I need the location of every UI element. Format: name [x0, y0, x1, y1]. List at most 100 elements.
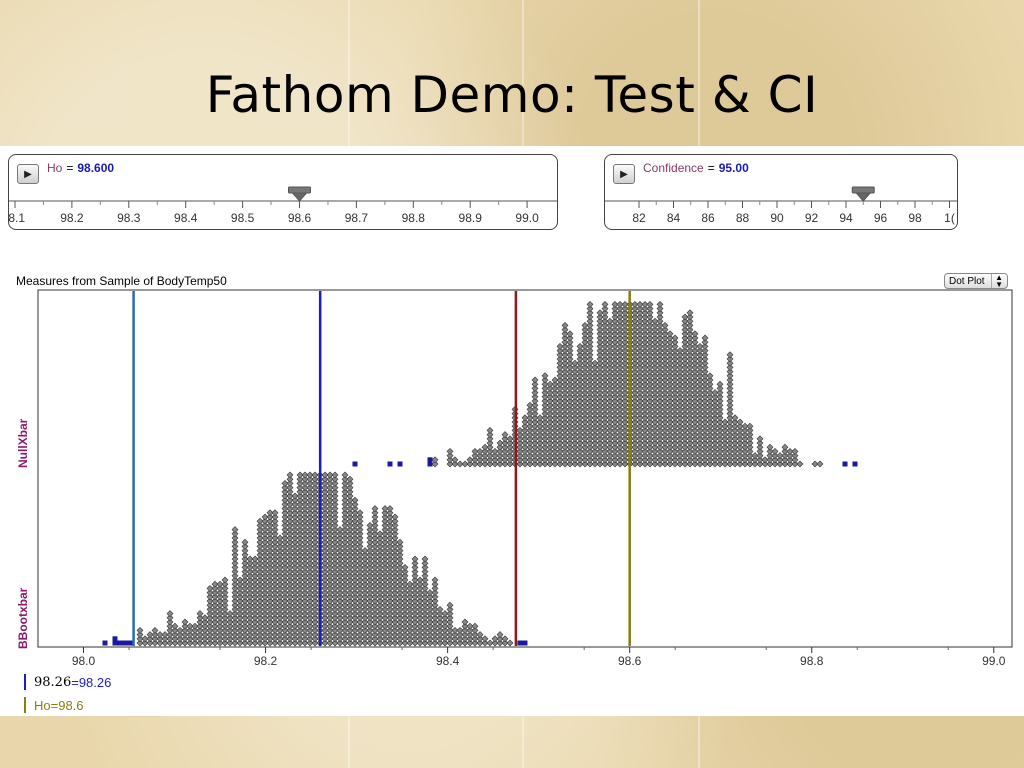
dot[interactable]	[701, 389, 709, 397]
dot[interactable]	[236, 589, 244, 597]
dot[interactable]	[621, 380, 629, 388]
dot[interactable]	[386, 534, 394, 542]
dot[interactable]	[611, 384, 619, 392]
dot[interactable]	[691, 372, 699, 380]
dot[interactable]	[321, 639, 329, 647]
dot[interactable]	[326, 622, 334, 630]
dot[interactable]	[581, 330, 589, 338]
dot[interactable]	[256, 610, 264, 618]
dot[interactable]	[666, 405, 674, 413]
dot[interactable]	[651, 435, 659, 443]
dot[interactable]	[561, 321, 569, 329]
dot[interactable]	[676, 422, 684, 430]
dot[interactable]	[611, 380, 619, 388]
dot[interactable]	[401, 580, 409, 588]
dot[interactable]	[331, 471, 339, 479]
dot[interactable]	[276, 618, 284, 626]
dot[interactable]	[491, 447, 499, 455]
dot[interactable]	[586, 300, 594, 308]
dot[interactable]	[491, 635, 499, 643]
dot[interactable]	[386, 526, 394, 534]
dot[interactable]	[691, 376, 699, 384]
dot[interactable]	[226, 626, 234, 634]
dot[interactable]	[251, 597, 259, 605]
dot[interactable]	[596, 405, 604, 413]
dot[interactable]	[576, 389, 584, 397]
dot[interactable]	[556, 368, 564, 376]
dot[interactable]	[581, 418, 589, 426]
dot[interactable]	[356, 631, 364, 639]
dot[interactable]	[391, 526, 399, 534]
dot[interactable]	[396, 610, 404, 618]
dot[interactable]	[461, 460, 469, 468]
dot[interactable]	[576, 401, 584, 409]
dot[interactable]	[206, 626, 214, 634]
dot[interactable]	[651, 351, 659, 359]
dot[interactable]	[236, 622, 244, 630]
dot[interactable]	[301, 576, 309, 584]
dot[interactable]	[296, 471, 304, 479]
dot[interactable]	[726, 363, 734, 371]
dot[interactable]	[676, 443, 684, 451]
dot[interactable]	[586, 342, 594, 350]
dot[interactable]	[256, 526, 264, 534]
dot[interactable]	[631, 338, 639, 346]
dot[interactable]	[561, 418, 569, 426]
dot[interactable]	[686, 410, 694, 418]
dot[interactable]	[736, 431, 744, 439]
dot[interactable]	[741, 439, 749, 447]
dot[interactable]	[531, 414, 539, 422]
dot[interactable]	[681, 393, 689, 401]
dot[interactable]	[631, 397, 639, 405]
dot[interactable]	[366, 534, 374, 542]
dot[interactable]	[356, 521, 364, 529]
dot[interactable]	[791, 452, 799, 460]
dot[interactable]	[696, 418, 704, 426]
dot[interactable]	[546, 443, 554, 451]
dot[interactable]	[616, 300, 624, 308]
dot[interactable]	[356, 551, 364, 559]
dot[interactable]	[296, 530, 304, 538]
dot[interactable]	[296, 505, 304, 513]
dot[interactable]	[701, 460, 709, 468]
dot[interactable]	[241, 559, 249, 567]
dot[interactable]	[541, 426, 549, 434]
dot[interactable]	[496, 447, 504, 455]
dot[interactable]	[346, 576, 354, 584]
dot[interactable]	[371, 626, 379, 634]
dot[interactable]	[216, 584, 224, 592]
dot[interactable]	[591, 389, 599, 397]
dot[interactable]	[236, 610, 244, 618]
dot[interactable]	[366, 521, 374, 529]
dot[interactable]	[326, 635, 334, 643]
dot[interactable]	[781, 447, 789, 455]
dot[interactable]	[266, 526, 274, 534]
dot[interactable]	[346, 618, 354, 626]
dot[interactable]	[341, 471, 349, 479]
dot[interactable]	[421, 605, 429, 613]
dot[interactable]	[256, 618, 264, 626]
dot[interactable]	[696, 363, 704, 371]
dot[interactable]	[611, 460, 619, 468]
dot[interactable]	[391, 551, 399, 559]
dot[interactable]	[646, 376, 654, 384]
dot[interactable]	[736, 426, 744, 434]
dot[interactable]	[646, 326, 654, 334]
dot[interactable]	[246, 568, 254, 576]
ho-slider-value[interactable]: 98.600	[77, 161, 115, 175]
dot[interactable]	[226, 639, 234, 647]
dot[interactable]	[231, 593, 239, 601]
dot[interactable]	[246, 559, 254, 567]
dot[interactable]	[296, 492, 304, 500]
dot[interactable]	[636, 389, 644, 397]
dot[interactable]	[291, 605, 299, 613]
dot[interactable]	[566, 435, 574, 443]
dot[interactable]	[361, 618, 369, 626]
dot[interactable]	[351, 635, 359, 643]
dot[interactable]	[356, 622, 364, 630]
dot[interactable]	[676, 393, 684, 401]
dot[interactable]	[596, 439, 604, 447]
dot[interactable]	[251, 601, 259, 609]
dot[interactable]	[346, 593, 354, 601]
dot[interactable]	[651, 405, 659, 413]
